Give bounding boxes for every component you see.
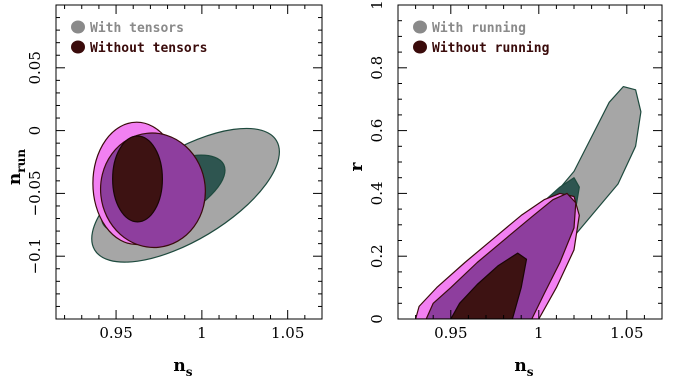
legend-marker: [413, 20, 427, 34]
legend-label: Without running: [432, 41, 549, 56]
y-tick-label: 0: [26, 126, 44, 136]
legend-label: Without tensors: [90, 41, 207, 56]
x-tick-label: 1: [534, 324, 544, 342]
y-tick-label: 0.2: [368, 244, 386, 268]
x-axis-label: ns: [173, 356, 192, 379]
y-tick-label: 1: [368, 0, 386, 10]
y-tick-label: 0: [368, 314, 386, 324]
legend-label: With tensors: [90, 21, 184, 36]
x-axis-label: ns: [514, 356, 533, 379]
y-axis-label: r: [347, 161, 367, 171]
y-axis-label-sub: run: [14, 149, 28, 173]
y-tick-label: 0.8: [368, 56, 386, 80]
legend-marker: [413, 40, 427, 54]
left-panel: 0.95 1 1.05 −0.1 −0.05 0 0.05 ns nrun With tensor…: [5, 4, 323, 379]
x-axis-label-sub: s: [527, 365, 534, 379]
without-tensors-contour-68: [112, 135, 163, 223]
y-tick-label: −0.05: [26, 170, 44, 216]
x-tick-label: 1: [197, 324, 207, 342]
x-tick-label: 0.95: [434, 324, 467, 342]
plot-area: [91, 121, 280, 263]
plot-area: [415, 85, 642, 319]
x-tick-label: 1.05: [271, 324, 304, 342]
legend-label: With running: [432, 21, 526, 36]
y-axis-label: nrun: [5, 149, 28, 185]
y-tick-label: 0.05: [26, 51, 44, 84]
x-axis-label-sub: s: [186, 365, 193, 379]
x-tick-label: 1.05: [610, 324, 643, 342]
without-running-contour-68: [450, 252, 528, 319]
y-tick-label: −0.1: [26, 238, 44, 274]
legend-marker: [71, 20, 85, 34]
x-tick-label: 0.95: [99, 324, 132, 342]
plot-frame: [55, 4, 323, 320]
y-tick-label: 0.6: [368, 119, 386, 143]
legend-marker: [71, 40, 85, 54]
overlap-purple-contour-95: [425, 192, 577, 319]
y-tick-label: 0.4: [368, 181, 386, 205]
